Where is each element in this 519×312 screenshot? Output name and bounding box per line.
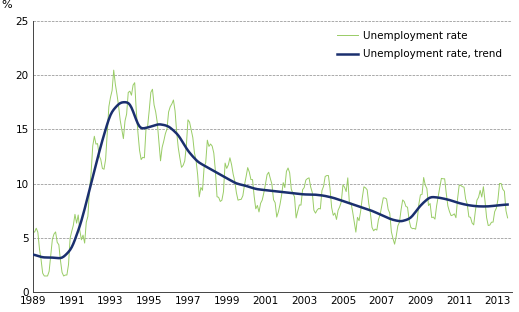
Unemployment rate, trend <box>94 156 101 160</box>
Line: Unemployment rate, trend: Unemployment rate, trend <box>33 102 508 258</box>
Unemployment rate <box>41 274 47 278</box>
Unemployment rate, trend <box>296 192 303 196</box>
Unemployment rate <box>267 177 274 180</box>
Unemployment rate <box>94 142 101 145</box>
Unemployment rate, trend <box>248 186 254 189</box>
Line: Unemployment rate: Unemployment rate <box>33 70 508 276</box>
Unemployment rate, trend <box>30 253 36 256</box>
Unemployment rate <box>504 216 511 220</box>
Unemployment rate <box>30 230 36 233</box>
Unemployment rate, trend <box>422 199 428 203</box>
Legend: Unemployment rate, Unemployment rate, trend: Unemployment rate, Unemployment rate, tr… <box>332 26 507 65</box>
Unemployment rate, trend <box>122 100 128 104</box>
Unemployment rate <box>296 203 303 207</box>
Unemployment rate, trend <box>429 195 435 199</box>
Y-axis label: %: % <box>2 0 12 10</box>
Unemployment rate, trend <box>267 189 274 193</box>
Unemployment rate <box>248 178 254 182</box>
Unemployment rate <box>422 183 428 187</box>
Unemployment rate <box>429 216 435 219</box>
Unemployment rate, trend <box>504 203 511 207</box>
Unemployment rate, trend <box>56 256 62 260</box>
Unemployment rate <box>111 68 117 72</box>
